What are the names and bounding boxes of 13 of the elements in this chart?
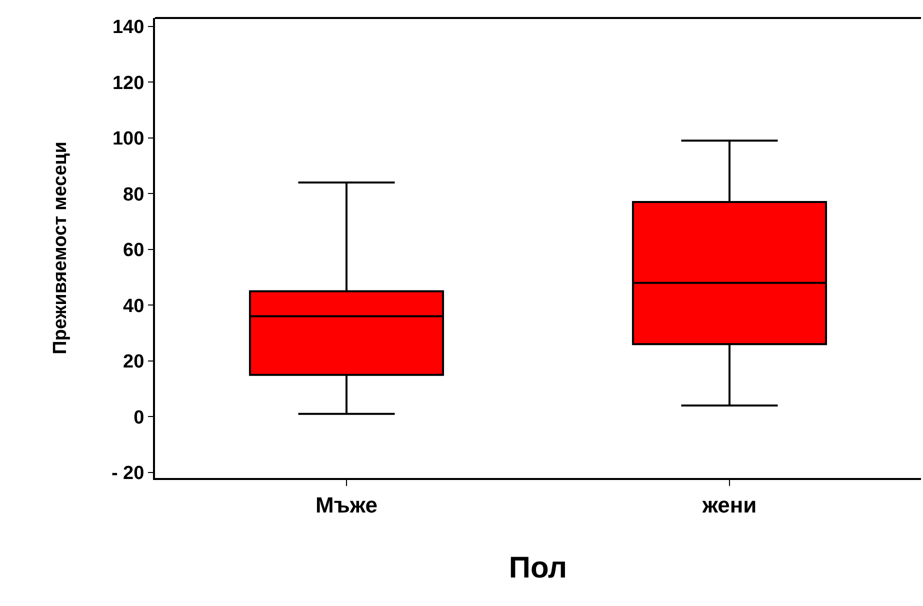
y-tick-label: 100 bbox=[112, 128, 144, 150]
y-tick-label: 120 bbox=[112, 72, 144, 94]
y-tick-label: 60 bbox=[123, 240, 144, 262]
y-tick-label: 0 bbox=[134, 407, 144, 428]
y-tick-label: 80 bbox=[123, 184, 144, 206]
y-tick-label: 140 bbox=[112, 17, 144, 38]
x-tick-label: Мъже bbox=[316, 492, 378, 518]
y-tick-label: 20 bbox=[123, 352, 144, 373]
y-axis-title: Преживяемост месеци bbox=[50, 142, 71, 354]
x-tick-label: жени bbox=[701, 492, 757, 518]
y-tick-label: 40 bbox=[123, 296, 144, 317]
y-tick-label: - 20 bbox=[111, 463, 144, 484]
x-axis-title: Пол bbox=[508, 551, 568, 584]
